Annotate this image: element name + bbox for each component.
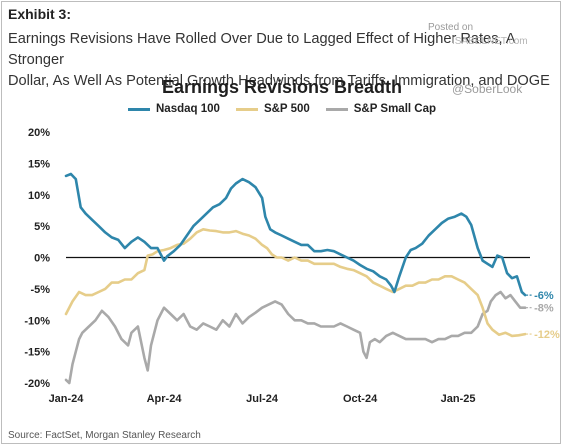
- legend-swatch-nasdaq: [128, 107, 150, 111]
- watermark-handle: @SoberLook: [452, 82, 523, 96]
- y-tick-label: 5%: [34, 221, 50, 233]
- y-tick-label: -5%: [30, 284, 50, 296]
- exhibit-label: Exhibit 3:: [8, 6, 72, 22]
- series-line-smallcap: [64, 290, 527, 385]
- legend-label-smallcap: S&P Small Cap: [353, 103, 437, 115]
- exhibit-headline: Earnings Revisions Have Rolled Over Due …: [8, 29, 556, 92]
- legend-item-sp500: S&P 500: [235, 103, 310, 115]
- chart-legend: Nasdaq 100 S&P 500 S&P Small Cap: [128, 103, 436, 115]
- source-note: Source: FactSet, Morgan Stanley Research: [8, 430, 201, 441]
- series-line-sp500: [64, 228, 527, 338]
- legend-item-nasdaq: Nasdaq 100: [128, 103, 220, 115]
- x-tick-label: Apr-24: [147, 393, 183, 405]
- y-tick-label: -20%: [24, 378, 50, 390]
- watermark-site: ISABELNET.com: [452, 36, 528, 47]
- x-tick-label: Jan-25: [441, 393, 476, 405]
- y-tick-label: 10%: [28, 190, 50, 202]
- legend-label-nasdaq: Nasdaq 100: [156, 103, 220, 115]
- headline-line-1: Earnings Revisions Have Rolled Over Due …: [8, 31, 515, 68]
- y-tick-label: 0%: [34, 253, 50, 265]
- y-tick-label: -10%: [24, 315, 50, 327]
- chart-title: Earnings Revisions Breadth: [161, 77, 403, 97]
- x-tick-label: Jul-24: [246, 393, 279, 405]
- y-tick-label: 20%: [28, 127, 50, 139]
- x-tick-label: Oct-24: [343, 393, 378, 405]
- legend-item-smallcap: S&P Small Cap: [325, 103, 437, 115]
- y-tick-label: -15%: [24, 347, 50, 359]
- legend-swatch-smallcap: [325, 107, 348, 111]
- watermark-posted-on: Posted on: [428, 22, 474, 33]
- headline-line-2: Dollar, As Well As Potential Growth Head…: [8, 73, 550, 89]
- legend-label-sp500: S&P 500: [263, 103, 310, 115]
- x-tick-label: Jan-24: [49, 393, 85, 405]
- end-label-smallcap: -8%: [534, 303, 554, 315]
- y-tick-label: 15%: [28, 158, 50, 170]
- legend-swatch-sp500: [235, 107, 258, 111]
- end-label-sp500: -12%: [534, 329, 560, 341]
- series-line-nasdaq: [64, 172, 527, 297]
- end-label-nasdaq: -6%: [534, 290, 554, 302]
